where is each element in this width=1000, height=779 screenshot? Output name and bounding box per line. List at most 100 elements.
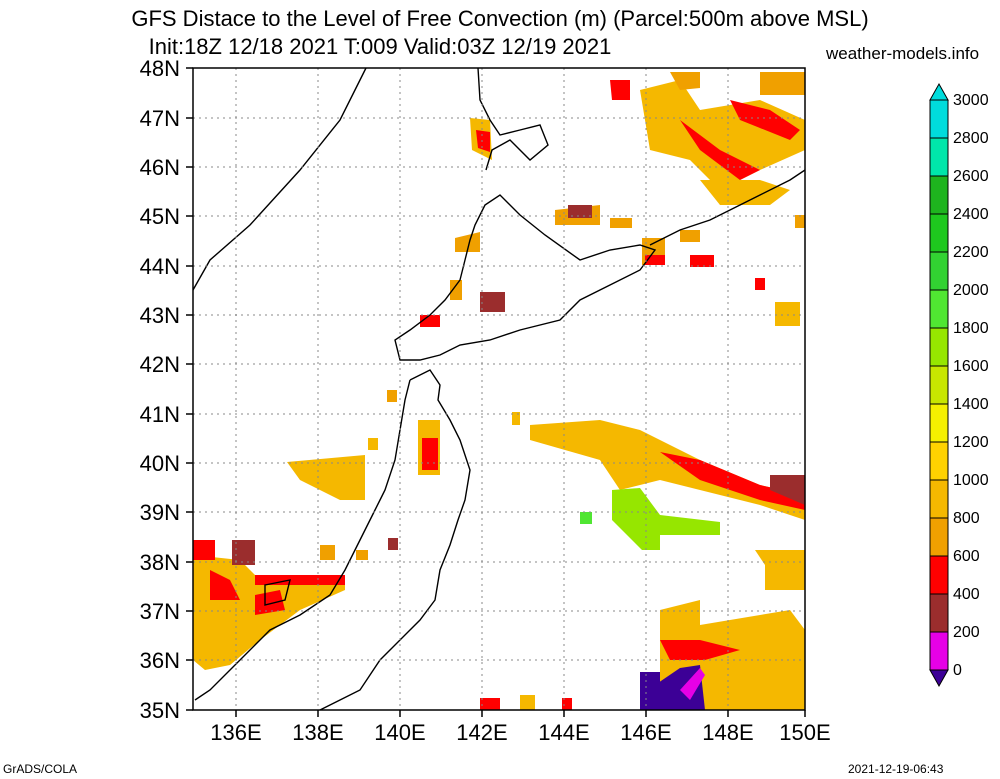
- fill-region: [450, 280, 462, 300]
- fill-region: [320, 545, 335, 560]
- colorbar-bin: [929, 137, 949, 177]
- fill-region: [670, 72, 700, 90]
- fill-region: [210, 570, 240, 600]
- lat-label: 36N: [139, 648, 180, 673]
- lon-label: 146E: [620, 720, 672, 745]
- fill-region: [568, 205, 592, 218]
- lat-label: 43N: [139, 303, 180, 328]
- map-title: GFS Distace to the Level of Free Convect…: [131, 6, 869, 31]
- fill-region: [755, 550, 805, 590]
- fill-region: [580, 512, 592, 524]
- colorbar-bottom-arrow: [929, 669, 949, 688]
- fill-region: [530, 420, 805, 520]
- colorbar-bin: [929, 327, 949, 367]
- fill-region: [660, 452, 805, 510]
- coast-kurils: [649, 169, 806, 246]
- lfc-fill: [193, 72, 805, 710]
- fill-region: [680, 230, 700, 242]
- fill-region: [193, 540, 215, 560]
- ticks: [186, 67, 806, 717]
- fill-region: [356, 550, 368, 560]
- colorbar-label: 2800: [953, 130, 989, 147]
- colorbar-bin: [929, 631, 949, 671]
- fill-region: [640, 80, 805, 190]
- fill-region: [690, 255, 714, 267]
- render-timestamp: 2021-12-19-06:43: [848, 762, 944, 776]
- coast-mainland: [192, 67, 367, 291]
- colorbar-bin: [929, 99, 949, 139]
- fill-region: [660, 640, 740, 660]
- coast-honshu-west: [194, 379, 411, 701]
- colorbar-bin: [929, 365, 949, 405]
- lon-label: 150E: [779, 720, 831, 745]
- lon-label: 144E: [538, 720, 590, 745]
- lat-label: 41N: [139, 402, 180, 427]
- fill-region: [232, 540, 255, 565]
- fill-region: [455, 232, 480, 252]
- colorbar-bin: [929, 251, 949, 291]
- fill-region: [520, 695, 535, 710]
- grid: [193, 68, 805, 710]
- coast-sakhalin: [477, 67, 549, 171]
- fill-region: [610, 80, 630, 100]
- lon-label: 136E: [210, 720, 262, 745]
- colorbar-label: 1400: [953, 396, 989, 413]
- plot-frame: [192, 67, 806, 711]
- fill-region: [476, 130, 490, 152]
- lon-label: 140E: [374, 720, 426, 745]
- colorbar-label: 2200: [953, 244, 989, 261]
- software-credit: GrADS/COLA: [3, 762, 78, 776]
- colorbar-label: 0: [953, 662, 962, 679]
- fill-region: [387, 390, 397, 402]
- fill-region: [480, 698, 500, 710]
- fill-region: [512, 412, 520, 425]
- lat-label: 37N: [139, 599, 180, 624]
- colorbar-bin: [929, 479, 949, 519]
- fill-region: [388, 538, 398, 550]
- fill-region: [760, 72, 805, 95]
- fill-region: [680, 120, 760, 180]
- colorbar-label: 2600: [953, 168, 989, 185]
- fill-region: [480, 292, 505, 312]
- colorbar-label: 800: [953, 510, 980, 527]
- fill-region: [368, 438, 378, 450]
- fill-region: [422, 438, 438, 470]
- source-site: weather-models.info: [826, 44, 980, 63]
- colorbar-bin: [929, 403, 949, 443]
- fill-region: [730, 100, 800, 140]
- coast-sado: [264, 579, 291, 606]
- fill-region: [255, 575, 345, 585]
- lat-label: 46N: [139, 155, 180, 180]
- fill-region: [610, 218, 632, 228]
- colorbar-bin: [929, 555, 949, 595]
- lat-label: 45N: [139, 204, 180, 229]
- coastlines: [192, 67, 806, 711]
- colorbar: [929, 82, 949, 688]
- colorbar-bin: [929, 175, 949, 215]
- lat-label: 44N: [139, 254, 180, 279]
- colorbar-label: 1600: [953, 358, 989, 375]
- colorbar-bin: [929, 213, 949, 253]
- colorbar-label: 2400: [953, 206, 989, 223]
- map-subtitle: Init:18Z 12/18 2021 T:009 Valid:03Z 12/1…: [148, 34, 612, 59]
- colorbar-label: 1000: [953, 472, 989, 489]
- fill-region: [795, 215, 805, 228]
- fill-region: [700, 180, 790, 205]
- lon-label: 148E: [702, 720, 754, 745]
- colorbar-label: 200: [953, 624, 980, 641]
- fill-region: [255, 590, 285, 615]
- fill-region: [775, 302, 800, 326]
- fill-region: [755, 278, 765, 290]
- colorbar-bin: [929, 517, 949, 557]
- fill-region: [287, 455, 365, 500]
- fill-region: [562, 698, 572, 710]
- lat-label: 39N: [139, 500, 180, 525]
- colorbar-label: 3000: [953, 92, 989, 109]
- lat-label: 40N: [139, 451, 180, 476]
- colorbar-label: 400: [953, 586, 980, 603]
- lat-label: 42N: [139, 352, 180, 377]
- colorbar-label: 1800: [953, 320, 989, 337]
- colorbar-bin: [929, 441, 949, 481]
- lat-label: 47N: [139, 106, 180, 131]
- coast-hokkaido: [394, 194, 657, 361]
